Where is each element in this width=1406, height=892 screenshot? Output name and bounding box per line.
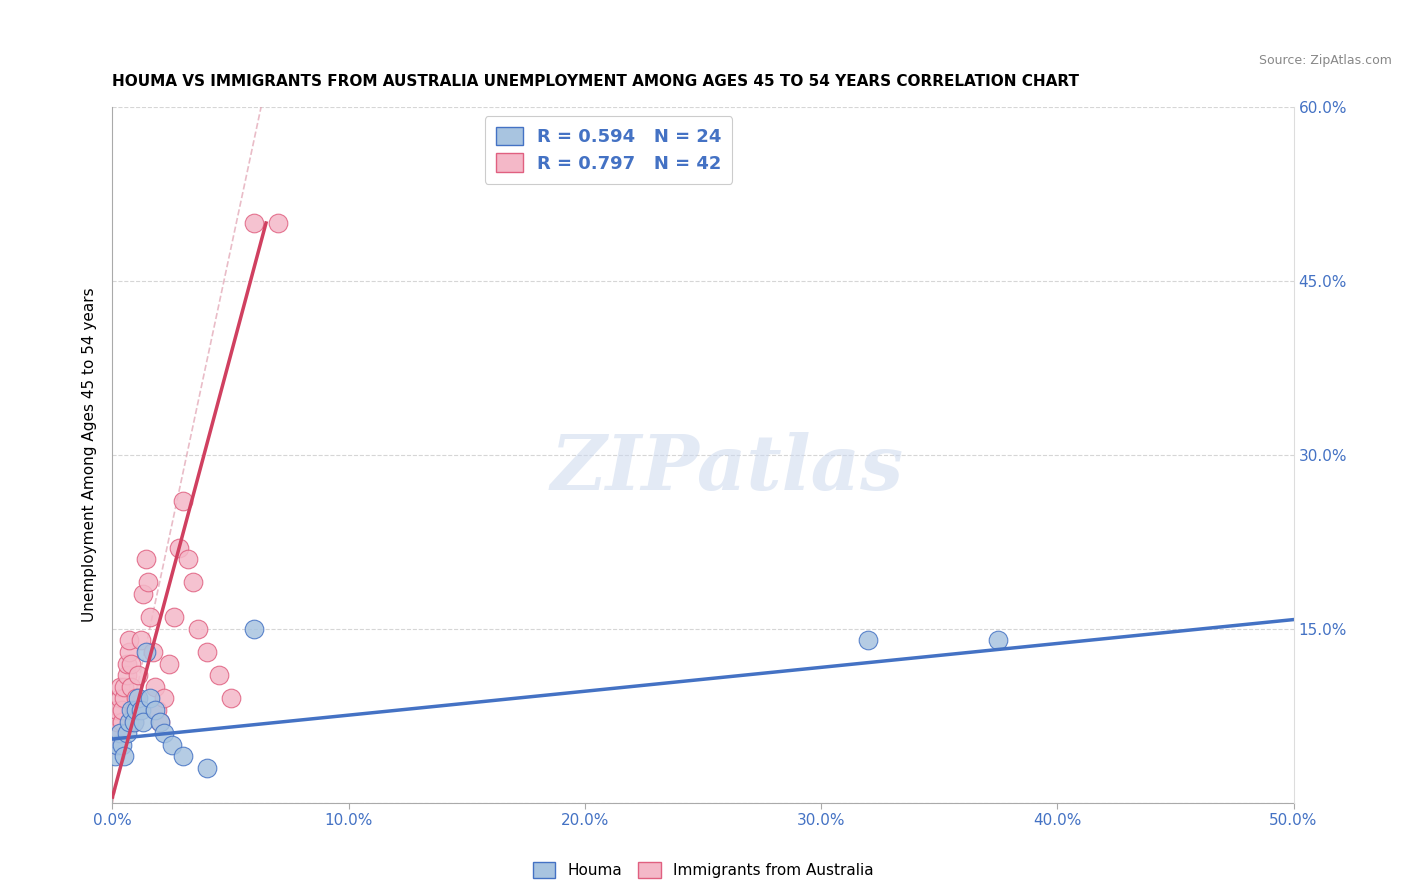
Point <box>108 680 131 694</box>
Point <box>132 714 155 729</box>
Point <box>120 680 142 694</box>
Point <box>139 610 162 624</box>
Point <box>122 714 145 729</box>
Point <box>112 749 135 764</box>
Point <box>105 738 128 752</box>
Point <box>143 680 166 694</box>
Point <box>146 703 169 717</box>
Point <box>135 645 157 659</box>
Point <box>157 657 180 671</box>
Legend: Houma, Immigrants from Australia: Houma, Immigrants from Australia <box>524 855 882 886</box>
Point <box>105 703 128 717</box>
Point <box>104 726 127 740</box>
Point <box>104 738 127 752</box>
Point <box>163 610 186 624</box>
Point <box>122 714 145 729</box>
Point <box>111 738 134 752</box>
Text: ZIPatlas: ZIPatlas <box>550 432 903 506</box>
Point <box>112 691 135 706</box>
Point <box>118 633 141 648</box>
Point <box>186 622 208 636</box>
Point <box>167 541 190 555</box>
Y-axis label: Unemployment Among Ages 45 to 54 years: Unemployment Among Ages 45 to 54 years <box>82 287 97 623</box>
Point <box>172 749 194 764</box>
Point <box>120 657 142 671</box>
Point <box>118 645 141 659</box>
Point <box>172 494 194 508</box>
Point <box>136 575 159 590</box>
Point <box>105 714 128 729</box>
Point <box>120 703 142 717</box>
Point <box>108 691 131 706</box>
Point <box>115 668 138 682</box>
Text: HOUMA VS IMMIGRANTS FROM AUSTRALIA UNEMPLOYMENT AMONG AGES 45 TO 54 YEARS CORREL: HOUMA VS IMMIGRANTS FROM AUSTRALIA UNEMP… <box>112 74 1080 89</box>
Point <box>219 691 242 706</box>
Point <box>125 703 148 717</box>
Point <box>125 691 148 706</box>
Point <box>129 633 152 648</box>
Point <box>135 552 157 566</box>
Point <box>208 668 231 682</box>
Point <box>149 714 172 729</box>
Point <box>129 703 152 717</box>
Point <box>111 714 134 729</box>
Text: Source: ZipAtlas.com: Source: ZipAtlas.com <box>1258 54 1392 67</box>
Point <box>104 749 127 764</box>
Point <box>153 691 176 706</box>
Point <box>139 691 162 706</box>
Point <box>127 691 149 706</box>
Point <box>243 216 266 230</box>
Point <box>142 645 165 659</box>
Point <box>127 668 149 682</box>
Point <box>115 657 138 671</box>
Point <box>858 633 880 648</box>
Point <box>108 726 131 740</box>
Point <box>122 703 145 717</box>
Point <box>195 645 218 659</box>
Point <box>153 726 176 740</box>
Point <box>160 738 183 752</box>
Point <box>149 714 172 729</box>
Point <box>143 703 166 717</box>
Point <box>132 587 155 601</box>
Point <box>118 714 141 729</box>
Point <box>112 680 135 694</box>
Point <box>115 726 138 740</box>
Point <box>243 622 266 636</box>
Point <box>195 761 218 775</box>
Point <box>987 633 1010 648</box>
Point <box>267 216 290 230</box>
Point <box>181 575 204 590</box>
Point <box>177 552 200 566</box>
Point <box>111 703 134 717</box>
